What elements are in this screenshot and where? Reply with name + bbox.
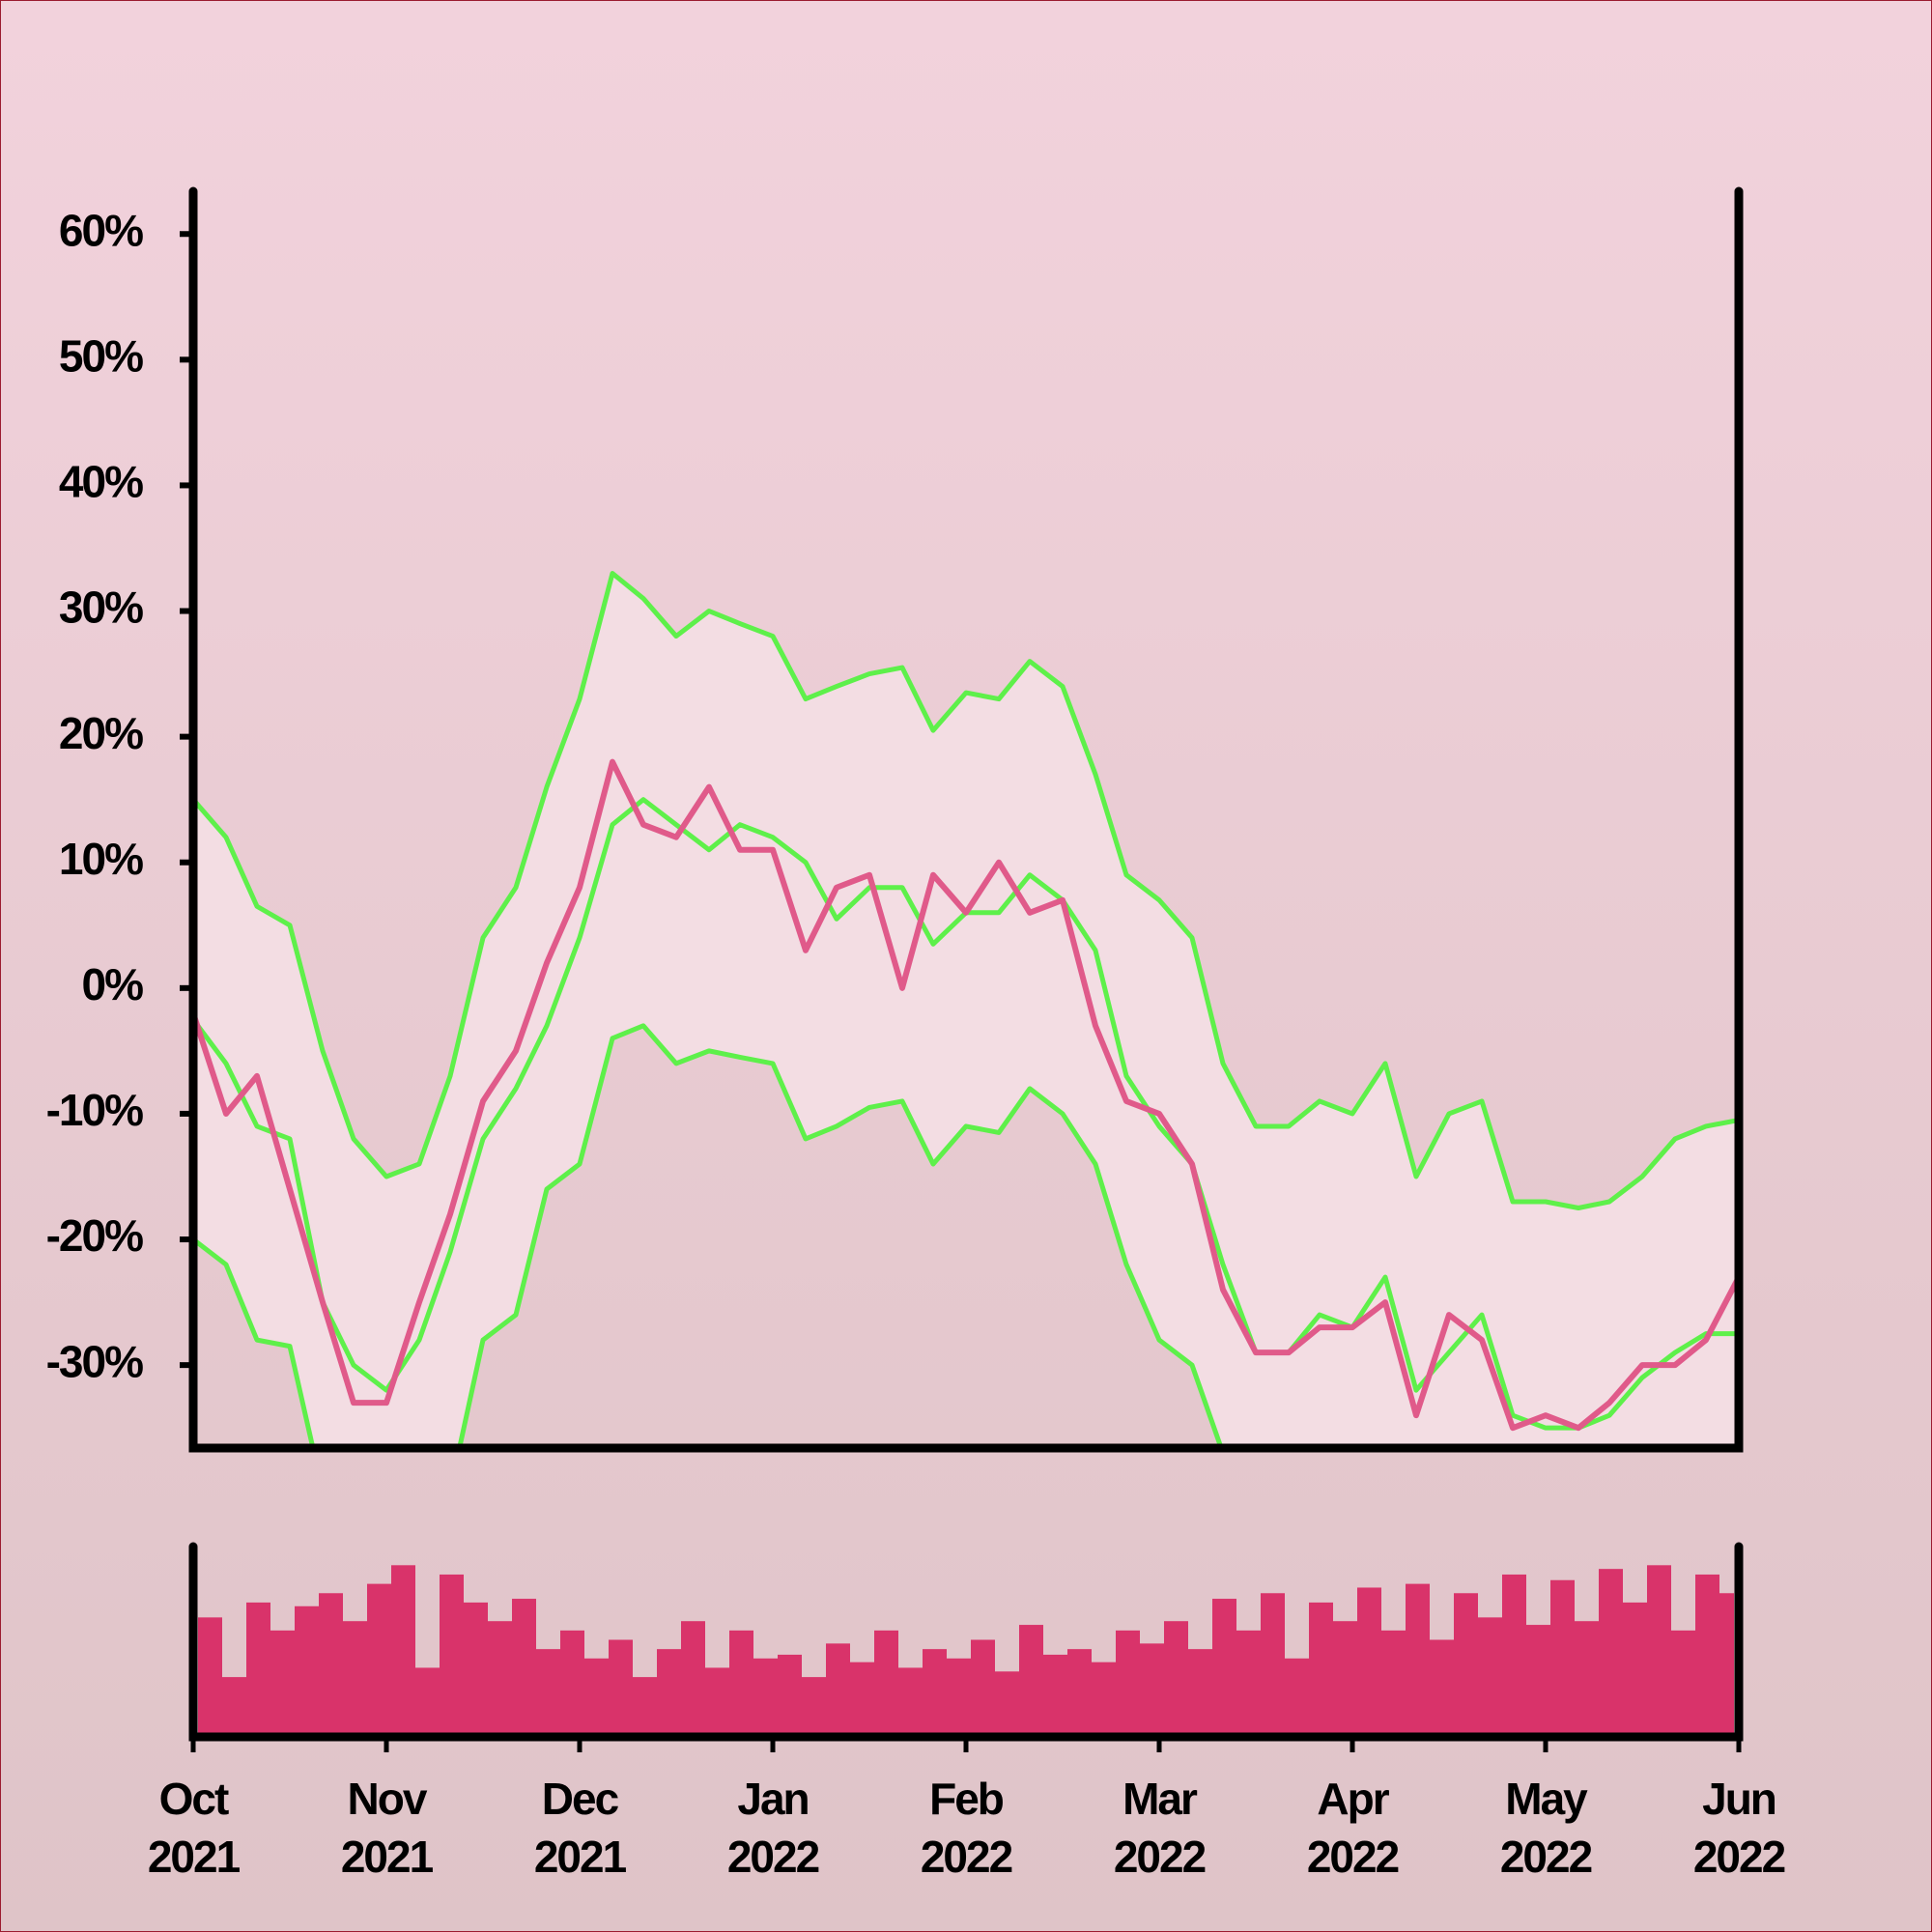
volume-bar bbox=[1116, 1630, 1140, 1733]
volume-bar bbox=[1599, 1569, 1623, 1733]
x-tick-label: Apr 2022 bbox=[1307, 1774, 1399, 1882]
volume-bar bbox=[1502, 1574, 1526, 1733]
volume-bar bbox=[923, 1649, 947, 1733]
price-line bbox=[193, 758, 1739, 1432]
volume-bar bbox=[1019, 1625, 1043, 1733]
x-tick-label: Feb 2022 bbox=[921, 1774, 1012, 1882]
volume-bar bbox=[874, 1630, 898, 1733]
volume-bar bbox=[681, 1621, 705, 1733]
band-fill bbox=[193, 573, 1739, 1448]
volume-bar bbox=[850, 1662, 874, 1733]
x-tick-label: Dec 2021 bbox=[534, 1774, 627, 1882]
volume-bar bbox=[246, 1602, 270, 1733]
volume-bar bbox=[753, 1658, 778, 1733]
volume-bar bbox=[1164, 1621, 1188, 1733]
volume-bar bbox=[270, 1630, 295, 1733]
y-tick-label: 10% bbox=[59, 834, 143, 884]
x-tick-label: Jan 2022 bbox=[727, 1774, 819, 1882]
price-frame bbox=[188, 186, 1744, 1453]
volume-bar bbox=[1719, 1593, 1734, 1733]
volume-bar bbox=[1623, 1602, 1647, 1733]
x-tick-label: Oct 2021 bbox=[148, 1774, 241, 1882]
volume-bar bbox=[1188, 1649, 1212, 1733]
volume-bar bbox=[488, 1621, 512, 1733]
x-tick-label: Nov 2021 bbox=[341, 1774, 434, 1882]
x-tick-label: Mar 2022 bbox=[1114, 1774, 1206, 1882]
volume-bar bbox=[440, 1574, 464, 1733]
volume-bar bbox=[367, 1583, 391, 1733]
volume-bar bbox=[1478, 1617, 1502, 1733]
volume-bar bbox=[995, 1671, 1019, 1733]
volume-bar bbox=[1067, 1649, 1092, 1733]
volume-bar bbox=[705, 1667, 729, 1733]
volume-bar bbox=[1671, 1630, 1695, 1733]
volume-bar bbox=[1550, 1579, 1575, 1733]
volume-bar bbox=[802, 1677, 826, 1733]
y-tick-label: -10% bbox=[46, 1085, 143, 1135]
y-tick-label: -30% bbox=[46, 1336, 143, 1386]
volume-bar bbox=[1140, 1643, 1164, 1733]
y-tick-label: 30% bbox=[59, 582, 143, 633]
y-tick-label: 0% bbox=[82, 959, 144, 1009]
volume-bar bbox=[1381, 1630, 1406, 1733]
volume-bar bbox=[1695, 1574, 1719, 1733]
volume-bar bbox=[198, 1617, 222, 1733]
volume-bar bbox=[971, 1639, 995, 1733]
volume-bar bbox=[1454, 1593, 1478, 1733]
volume-bar bbox=[1309, 1602, 1333, 1733]
volume-bar bbox=[1575, 1621, 1599, 1733]
y-tick-label: -20% bbox=[46, 1210, 143, 1261]
volume-bar bbox=[464, 1602, 488, 1733]
x-tick-label: Jun 2022 bbox=[1693, 1774, 1785, 1882]
volume-bar bbox=[584, 1658, 609, 1733]
y-tick-label: 20% bbox=[59, 708, 143, 758]
volume-bar bbox=[729, 1630, 753, 1733]
volume-bar bbox=[415, 1667, 440, 1733]
volume-bar bbox=[391, 1565, 415, 1733]
volume-plot bbox=[198, 1565, 1734, 1733]
volume-bar bbox=[319, 1593, 343, 1733]
band-line bbox=[193, 1023, 1224, 1448]
band-line bbox=[193, 571, 1739, 1211]
volume-bar bbox=[1357, 1587, 1381, 1733]
volume-bar bbox=[1261, 1593, 1285, 1733]
volume-bar bbox=[1092, 1662, 1116, 1733]
volume-bar bbox=[826, 1643, 850, 1733]
volume-bar bbox=[1406, 1583, 1430, 1733]
volume-bar bbox=[1285, 1658, 1309, 1733]
volume-bar bbox=[1236, 1630, 1261, 1733]
volume-bar bbox=[657, 1649, 681, 1733]
volume-bar bbox=[343, 1621, 367, 1733]
volume-bar bbox=[1212, 1599, 1236, 1733]
volume-bar bbox=[778, 1654, 802, 1733]
volume-bar bbox=[609, 1639, 633, 1733]
price-plot bbox=[193, 571, 1739, 1448]
volume-bar bbox=[1430, 1639, 1454, 1733]
volume-bar bbox=[512, 1599, 536, 1733]
labels: -30% -20% -10% 0% 10% 20% 30% 40% 50% 60% Oct 2021 N… bbox=[46, 205, 1787, 1882]
volume-bar bbox=[536, 1649, 560, 1733]
x-tick-label: May 2022 bbox=[1500, 1774, 1592, 1882]
volume-bar bbox=[633, 1677, 657, 1733]
volume-bar bbox=[560, 1630, 584, 1733]
y-tick-label: 40% bbox=[59, 457, 143, 507]
volume-bar bbox=[947, 1658, 971, 1733]
axes bbox=[180, 186, 1744, 1752]
volume-bar bbox=[898, 1667, 923, 1733]
volume-bar bbox=[1043, 1654, 1067, 1733]
volume-bar bbox=[1647, 1565, 1671, 1733]
volume-bar bbox=[1526, 1625, 1550, 1733]
y-tick-label: 60% bbox=[59, 205, 143, 255]
volume-bar bbox=[1333, 1621, 1357, 1733]
volume-bar bbox=[295, 1605, 319, 1733]
volume-bar bbox=[222, 1677, 246, 1733]
y-tick-label: 50% bbox=[59, 330, 143, 381]
